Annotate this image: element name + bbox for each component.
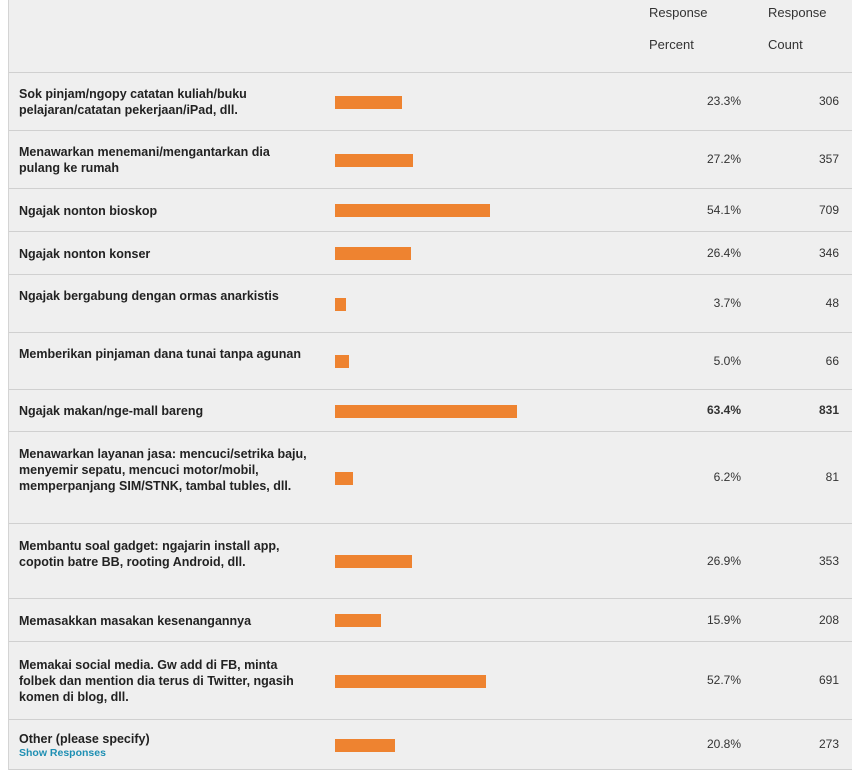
response-bar xyxy=(335,472,353,485)
response-bar xyxy=(335,298,346,311)
count-header-line1: Response xyxy=(768,5,827,20)
response-percent: 26.4% xyxy=(706,246,741,260)
table-header: Response Percent Response Count xyxy=(9,0,852,73)
response-percent: 20.8% xyxy=(706,737,741,751)
response-count: 357 xyxy=(818,152,839,166)
response-count: 208 xyxy=(818,613,839,627)
answer-label-text: Memberikan pinjaman dana tunai tanpa agu… xyxy=(19,347,301,361)
header-divider xyxy=(9,72,852,73)
table-row: Ngajak bergabung dengan ormas anarkistis… xyxy=(9,275,852,333)
response-count: 273 xyxy=(818,737,839,751)
table-row: Ngajak nonton bioskop 54.1% 709 xyxy=(9,189,852,232)
response-percent: 63.4% xyxy=(706,403,741,417)
answer-label-text: Ngajak nonton bioskop xyxy=(19,204,158,218)
percent-header-line1: Response xyxy=(649,5,708,20)
answer-label: Ngajak bergabung dengan ormas anarkistis xyxy=(19,288,309,304)
response-bar xyxy=(335,614,381,627)
answer-label-text: Membantu soal gadget: ngajarin install a… xyxy=(19,539,280,569)
table-row: Memasakkan masakan kesenangannya 15.9% 208 xyxy=(9,599,852,642)
answer-label-text: Ngajak nonton konser xyxy=(19,247,151,261)
response-count: 346 xyxy=(818,246,839,260)
response-percent: 3.7% xyxy=(713,296,741,310)
response-percent: 5.0% xyxy=(713,354,741,368)
response-percent: 52.7% xyxy=(706,673,741,687)
answer-label-text: Memakai social media. Gw add di FB, mint… xyxy=(19,658,294,704)
response-bar xyxy=(335,204,490,217)
answer-label: Ngajak nonton bioskop xyxy=(19,203,309,219)
response-percent: 26.9% xyxy=(706,554,741,568)
answer-label-text: Memasakkan masakan kesenangannya xyxy=(19,614,252,628)
table-row: Sok pinjam/ngopy catatan kuliah/buku pel… xyxy=(9,73,852,131)
answer-label-text: Ngajak makan/nge-mall bareng xyxy=(19,404,204,418)
answer-label: Sok pinjam/ngopy catatan kuliah/buku pel… xyxy=(19,86,309,118)
table-row: Memberikan pinjaman dana tunai tanpa agu… xyxy=(9,333,852,390)
response-bar xyxy=(335,154,413,167)
table-row: Ngajak nonton konser 26.4% 346 xyxy=(9,232,852,275)
answer-label: Menawarkan layanan jasa: mencuci/setrika… xyxy=(19,446,309,494)
answer-label: Ngajak makan/nge-mall bareng xyxy=(19,403,309,419)
answer-label: Memberikan pinjaman dana tunai tanpa agu… xyxy=(19,346,309,362)
table-row: Memakai social media. Gw add di FB, mint… xyxy=(9,642,852,720)
response-percent: 27.2% xyxy=(706,152,741,166)
table-row: Menawarkan menemani/mengantarkan dia pul… xyxy=(9,131,852,189)
answer-label: Other (please specify) Show Responses xyxy=(19,731,309,760)
answer-label-text: Sok pinjam/ngopy catatan kuliah/buku pel… xyxy=(19,87,247,117)
answer-label-text: Menawarkan menemani/mengantarkan dia pul… xyxy=(19,145,270,175)
response-bar xyxy=(335,555,412,568)
answer-label-text: Menawarkan layanan jasa: mencuci/setrika… xyxy=(19,447,307,493)
response-count: 353 xyxy=(818,554,839,568)
response-bar xyxy=(335,96,402,109)
table-row: Ngajak makan/nge-mall bareng 63.4% 831 xyxy=(9,390,852,432)
answer-label: Memakai social media. Gw add di FB, mint… xyxy=(19,657,309,705)
response-count: 306 xyxy=(818,94,839,108)
table-row: Menawarkan layanan jasa: mencuci/setrika… xyxy=(9,432,852,524)
response-percent: 54.1% xyxy=(706,203,741,217)
answer-label-text: Ngajak bergabung dengan ormas anarkistis xyxy=(19,289,279,303)
response-percent: 15.9% xyxy=(706,613,741,627)
table-row: Membantu soal gadget: ngajarin install a… xyxy=(9,524,852,599)
show-responses-link[interactable]: Show Responses xyxy=(19,747,106,759)
survey-results-table: Response Percent Response Count Sok pinj… xyxy=(8,0,852,770)
answer-label: Membantu soal gadget: ngajarin install a… xyxy=(19,538,309,570)
response-count: 691 xyxy=(818,673,839,687)
response-percent: 6.2% xyxy=(713,470,741,484)
answer-label: Menawarkan menemani/mengantarkan dia pul… xyxy=(19,144,309,176)
response-count: 81 xyxy=(825,470,839,484)
response-count: 709 xyxy=(818,203,839,217)
answer-label: Memasakkan masakan kesenangannya xyxy=(19,613,309,629)
response-count: 831 xyxy=(818,403,839,417)
response-count: 48 xyxy=(825,296,839,310)
table-row: Other (please specify) Show Responses 20.8… xyxy=(9,720,852,770)
answer-label-text: Other (please specify) xyxy=(19,732,150,746)
response-percent: 23.3% xyxy=(706,94,741,108)
response-bar xyxy=(335,247,411,260)
response-bar xyxy=(335,405,517,418)
response-count-header: Response Count xyxy=(768,0,827,61)
answer-label: Ngajak nonton konser xyxy=(19,246,309,262)
count-header-line2: Count xyxy=(768,37,803,52)
response-bar xyxy=(335,355,349,368)
response-percent-header: Response Percent xyxy=(649,0,708,61)
percent-header-line2: Percent xyxy=(649,37,694,52)
response-bar xyxy=(335,675,486,688)
response-count: 66 xyxy=(825,354,839,368)
response-bar xyxy=(335,739,395,752)
